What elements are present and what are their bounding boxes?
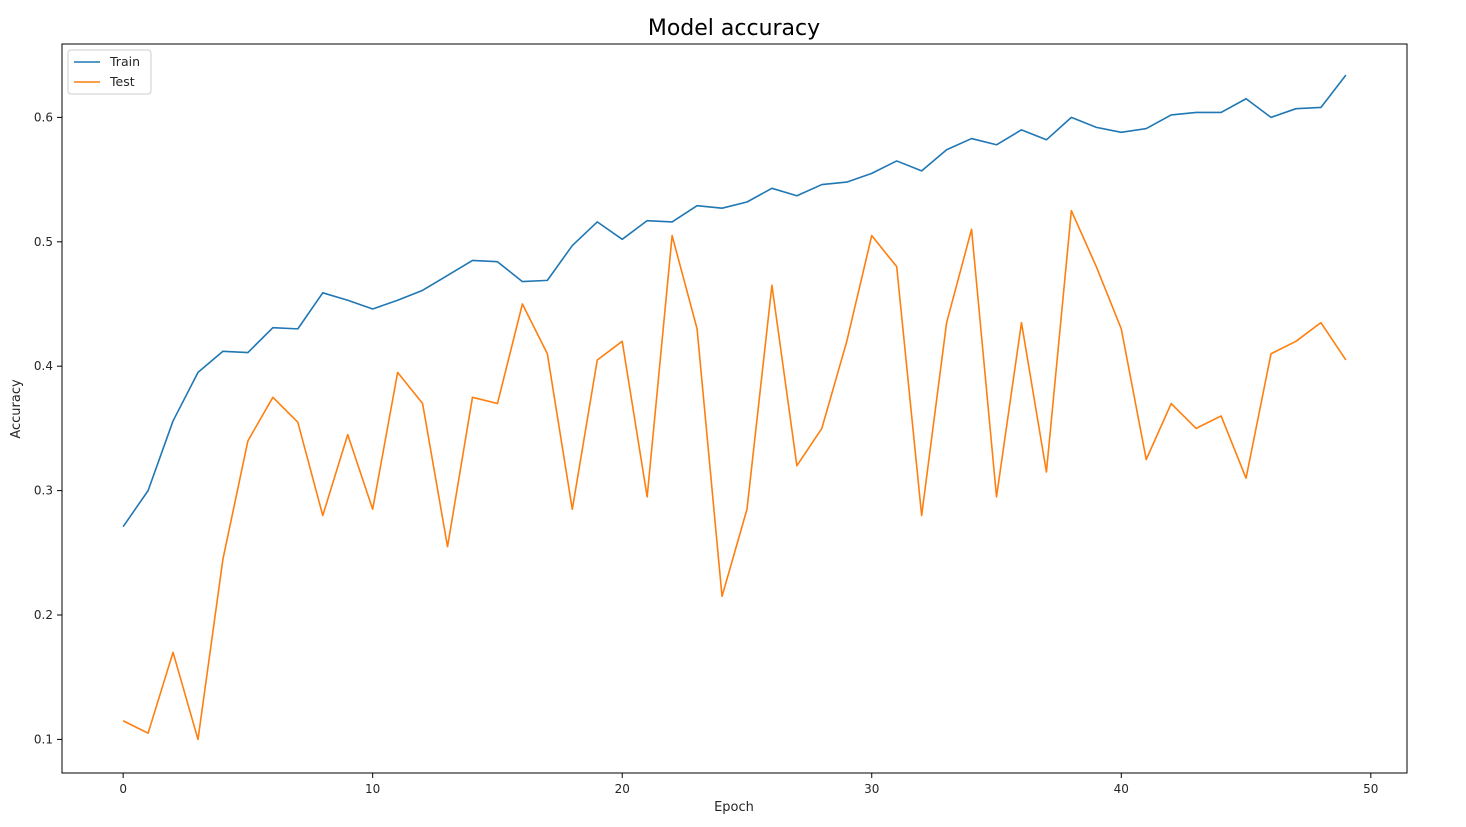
y-tick-label: 0.5	[34, 235, 53, 249]
legend-label-test: Test	[109, 74, 135, 89]
plot-frame	[61, 43, 1408, 774]
x-tick-label: 20	[615, 782, 630, 796]
legend-label-train: Train	[109, 54, 140, 69]
x-tick-label: 10	[365, 782, 380, 796]
y-tick-label: 0.2	[34, 608, 53, 622]
series-line-train	[122, 74, 1347, 528]
y-tick-label: 0.1	[34, 732, 53, 746]
y-tick-label: 0.3	[34, 484, 53, 498]
chart-title: Model accuracy	[648, 16, 820, 41]
series-line-test	[122, 209, 1347, 741]
x-tick-label: 40	[1114, 782, 1129, 796]
y-axis-ticks: 0.1 0.2 0.3 0.4 0.5 0.6	[34, 110, 62, 746]
legend-box	[67, 49, 152, 95]
x-tick-label: 30	[864, 782, 879, 796]
x-tick-label: 0	[119, 782, 127, 796]
plot-area: 0 10 20 30 40 50 0.1 0.2 0.3 0.4 0.5 0.6	[34, 43, 1408, 796]
x-tick-label: 50	[1363, 782, 1378, 796]
x-axis-label: Epoch	[714, 800, 754, 815]
y-tick-label: 0.4	[34, 359, 53, 373]
x-axis-ticks: 0 10 20 30 40 50	[119, 773, 1378, 796]
legend: Train Test	[67, 49, 152, 95]
series-lines	[122, 74, 1347, 741]
y-axis-label: Accuracy	[9, 379, 24, 439]
y-tick-label: 0.6	[34, 110, 53, 124]
